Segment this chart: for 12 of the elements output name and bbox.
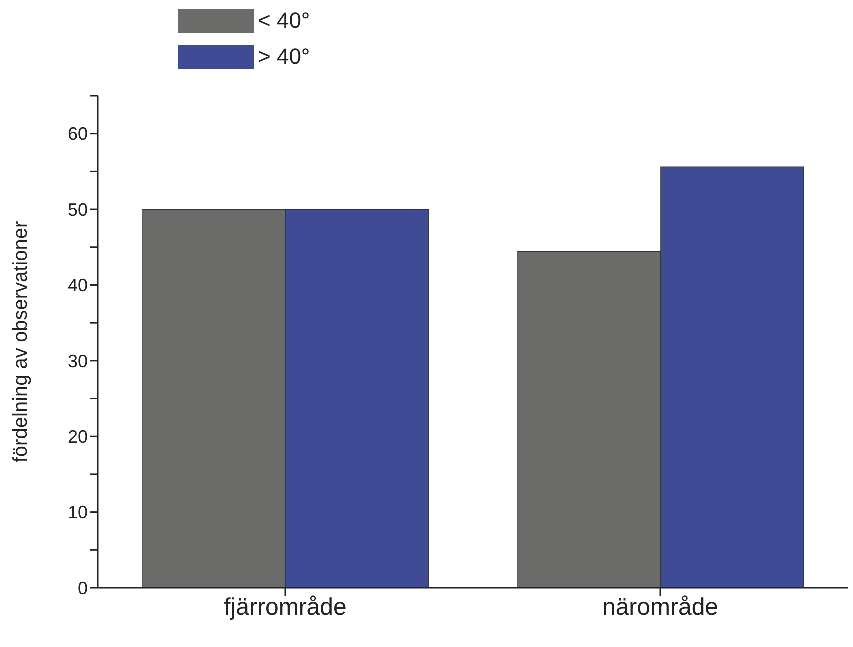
y-tick-label: 0 — [78, 578, 88, 598]
y-tick-label: 60 — [68, 124, 88, 144]
y-tick-label: 50 — [68, 200, 88, 220]
y-tick-label: 20 — [68, 427, 88, 448]
legend-label: < 40° — [258, 8, 310, 34]
y-tick-label: 10 — [68, 502, 88, 523]
legend-label: > 40° — [258, 44, 310, 70]
y-axis-title: fördelning av observationer — [10, 221, 32, 463]
x-tick-label: fjärrområde — [224, 594, 347, 622]
y-tick-label: 30 — [68, 351, 88, 372]
x-tick-label: närområde — [602, 594, 719, 622]
y-tick-label: 40 — [68, 276, 88, 296]
